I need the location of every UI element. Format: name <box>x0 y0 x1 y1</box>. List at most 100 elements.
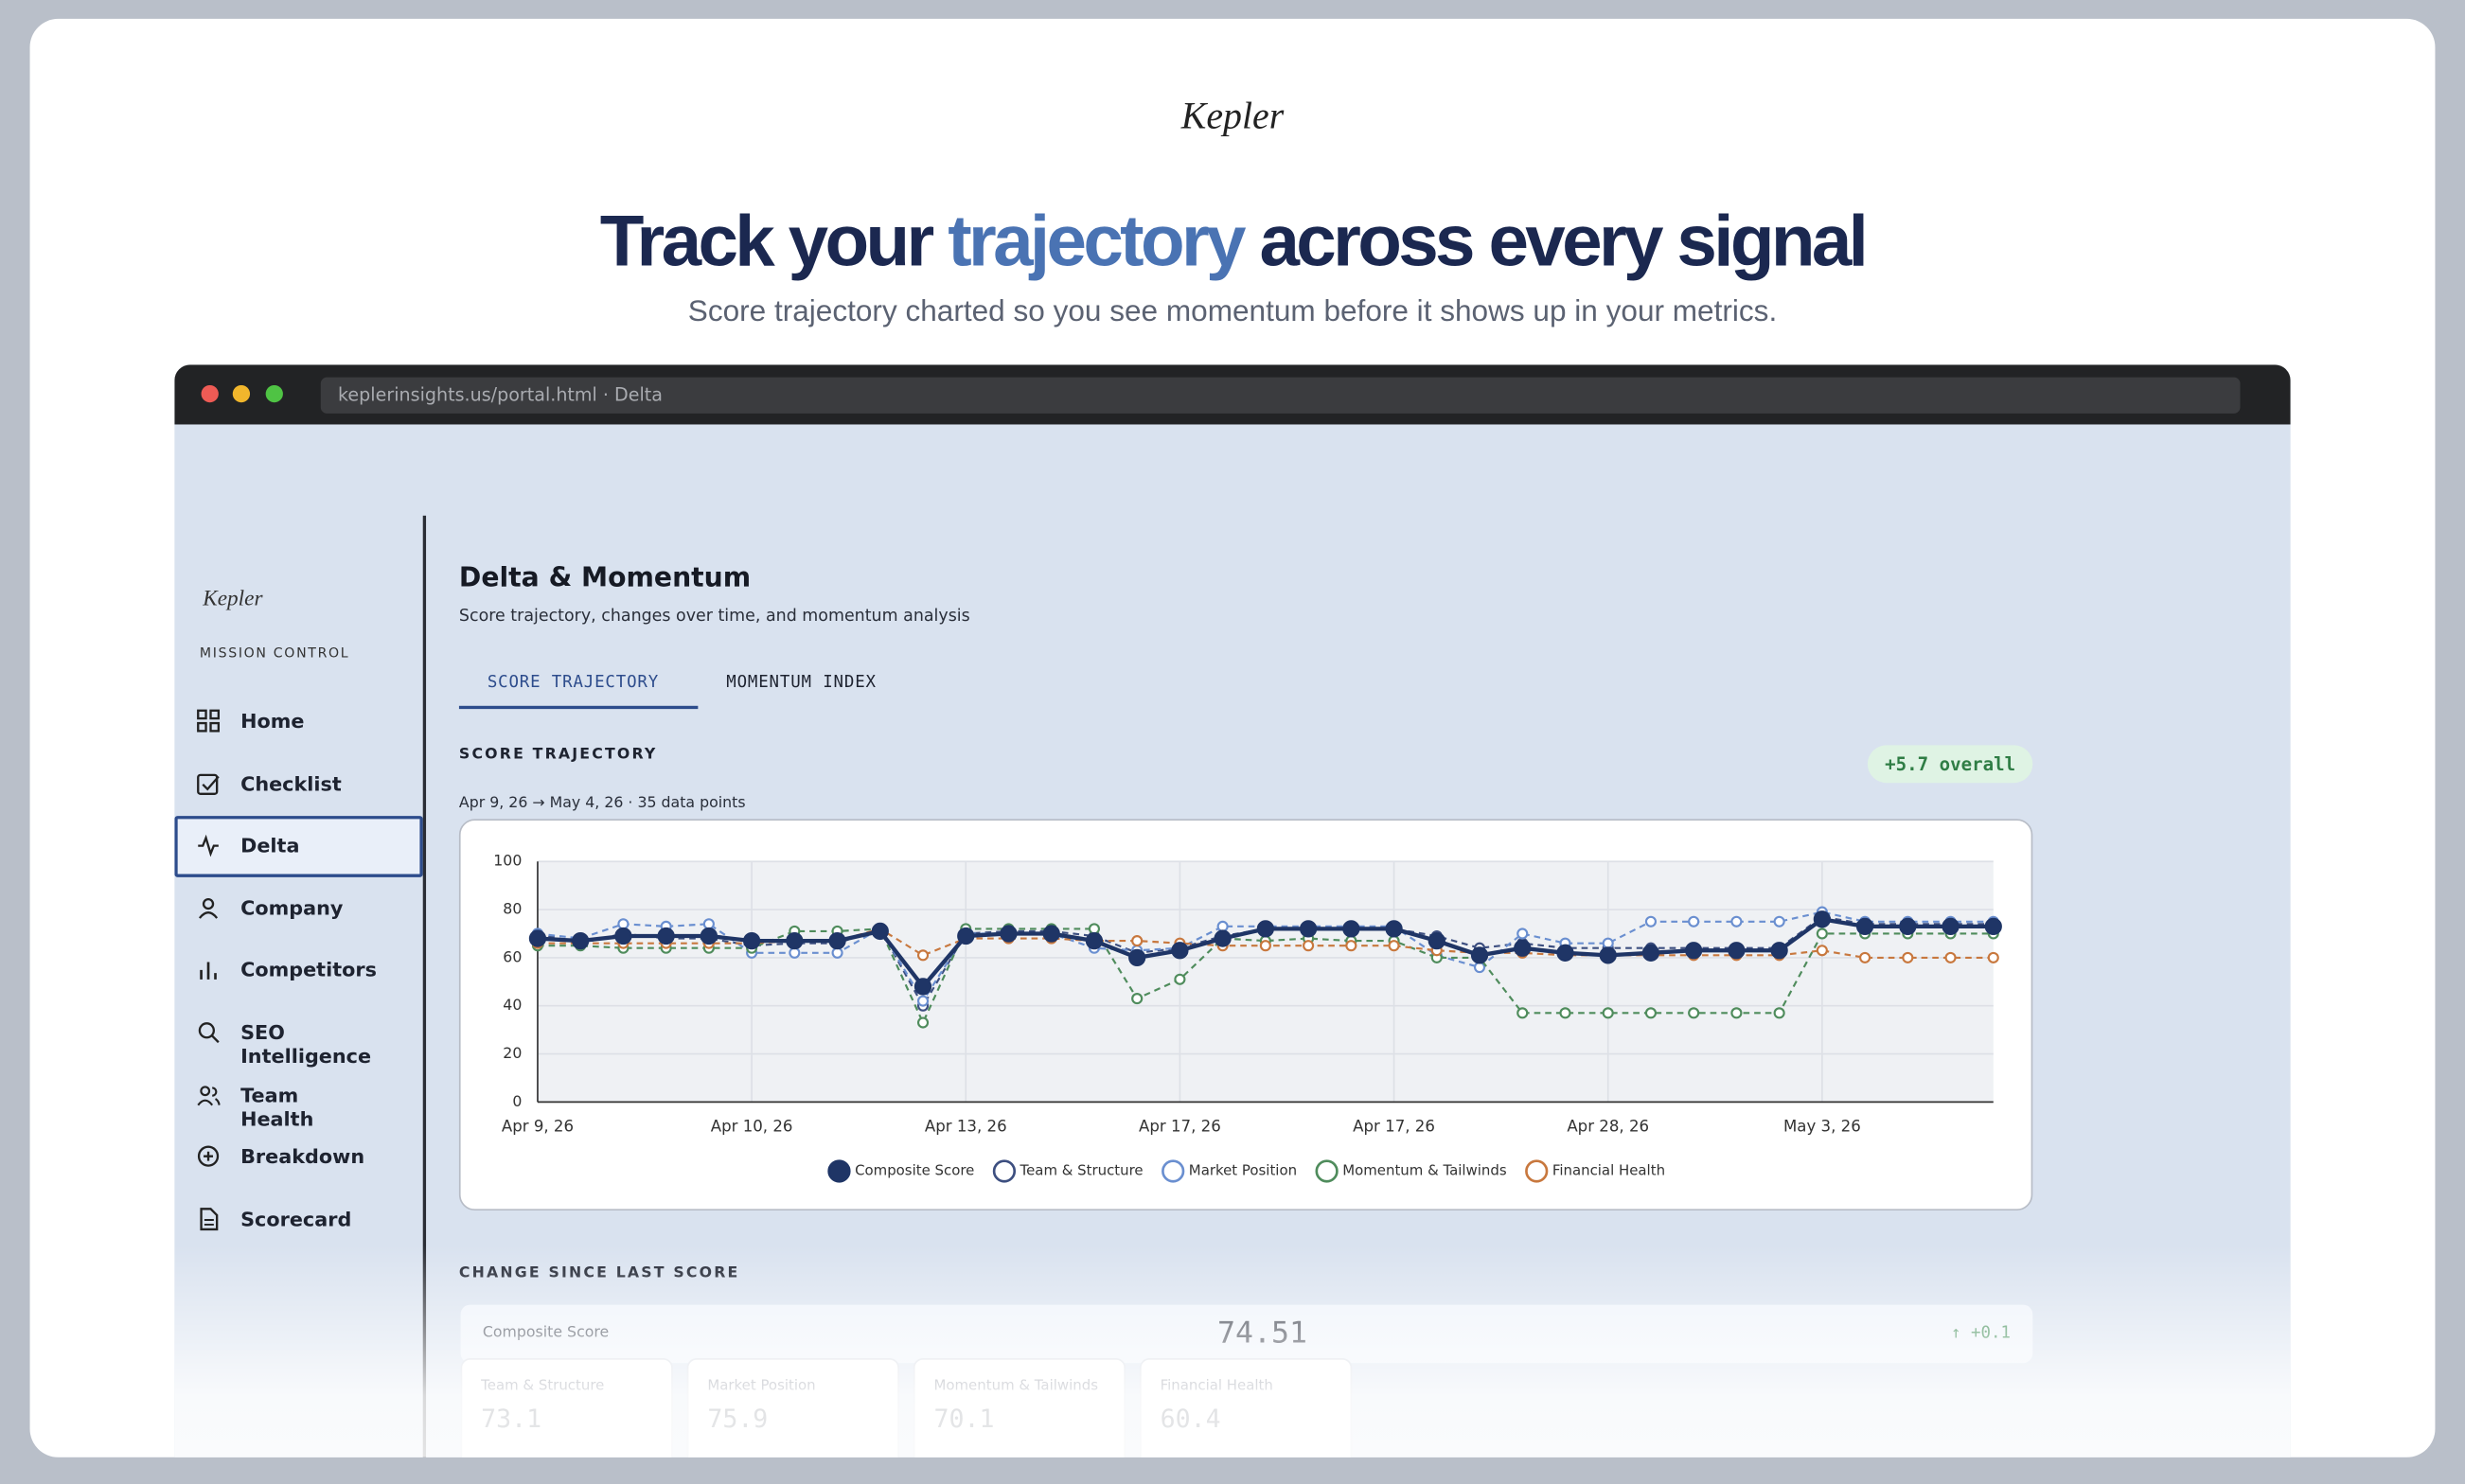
date-range: Apr 9, 26 → May 4, 26 · 35 data points <box>458 794 746 812</box>
nav-icon <box>198 897 219 919</box>
y-tick-label: 20 <box>503 1044 522 1062</box>
address-bar[interactable]: keplerinsights.us/portal.html · Delta <box>320 377 2241 414</box>
score-card-label: Momentum & Tailwinds <box>933 1378 1099 1395</box>
nav-icon <box>200 1207 219 1230</box>
data-point <box>871 922 889 941</box>
close-button[interactable] <box>201 384 219 403</box>
data-point <box>528 929 547 947</box>
data-point <box>1599 946 1617 964</box>
composite-label: Composite Score <box>482 1324 610 1342</box>
x-tick-label: Apr 9, 26 <box>502 1117 574 1135</box>
data-point <box>614 927 632 945</box>
legend-marker <box>827 1159 851 1183</box>
data-point <box>1556 944 1574 962</box>
nav-label: Checklist <box>240 770 342 795</box>
score-card-label: Team & Structure <box>481 1378 605 1395</box>
score-card: Financial Health 60.4 <box>1140 1358 1353 1458</box>
data-point <box>913 978 932 996</box>
section-title: CHANGE SINCE LAST SCORE <box>458 1264 740 1282</box>
data-point <box>1385 920 1403 938</box>
data-point <box>1000 925 1018 943</box>
nav-label: Home <box>240 709 305 733</box>
score-card-label: Financial Health <box>1160 1378 1273 1395</box>
legend-label: Market Position <box>1189 1161 1297 1178</box>
x-tick-label: Apr 10, 26 <box>711 1117 793 1135</box>
data-point <box>1730 1007 1743 1019</box>
data-point <box>1042 925 1060 943</box>
data-point <box>1688 915 1700 928</box>
page-title: Delta & Momentum <box>458 562 752 594</box>
sidebar-divider <box>422 515 427 1458</box>
legend-label: Momentum & Tailwinds <box>1342 1161 1507 1178</box>
plot-background <box>537 861 1994 1103</box>
maximize-button[interactable] <box>265 384 283 403</box>
data-point <box>1085 931 1104 950</box>
y-tick-label: 60 <box>503 947 522 965</box>
legend-label: Team & Structure <box>1020 1161 1144 1178</box>
data-point <box>1641 944 1660 962</box>
score-card-value: 70.1 <box>933 1404 995 1434</box>
data-point <box>1773 1007 1785 1019</box>
page-subtitle: Score trajectory, changes over time, and… <box>458 607 970 627</box>
data-point <box>1644 915 1658 928</box>
y-tick-label: 40 <box>503 996 522 1014</box>
legend-label: Composite Score <box>855 1161 974 1178</box>
composite-value: 74.51 <box>1217 1316 1308 1351</box>
tab[interactable]: SCORE TRAJECTORY <box>487 672 660 692</box>
data-point <box>1644 1007 1658 1019</box>
x-tick-label: Apr 17, 26 <box>1353 1117 1435 1135</box>
data-point <box>1730 915 1743 928</box>
data-point <box>957 927 975 945</box>
tab[interactable]: MOMENTUM INDEX <box>726 672 877 692</box>
data-point <box>1131 993 1144 1005</box>
legend: Composite Score Team & Structure Market Po… <box>827 1159 1665 1183</box>
data-point <box>1303 940 1315 952</box>
data-point <box>1944 951 1957 963</box>
composite-delta: ↑ +0.1 <box>1951 1323 2012 1343</box>
nav-icon <box>198 835 219 857</box>
x-tick-label: Apr 28, 26 <box>1567 1117 1649 1135</box>
data-point <box>1174 973 1186 985</box>
data-point <box>1342 920 1360 938</box>
nav-label: Delta <box>240 833 300 857</box>
data-point <box>1899 917 1917 935</box>
data-point <box>1388 940 1400 952</box>
score-card: Team & Structure 73.1 <box>460 1358 673 1458</box>
data-point <box>1773 915 1785 928</box>
data-point <box>916 949 930 962</box>
minimize-button[interactable] <box>232 384 251 403</box>
x-tick-label: Apr 17, 26 <box>1139 1117 1221 1135</box>
y-tick-label: 100 <box>493 852 522 870</box>
legend-marker <box>1162 1159 1185 1183</box>
data-point <box>1259 940 1271 952</box>
data-point <box>1559 1007 1571 1019</box>
score-card: Momentum & Tailwinds 70.1 <box>913 1358 1126 1458</box>
headline-text: across every signal <box>1259 199 1868 282</box>
nav-label: Breakdown <box>240 1144 365 1169</box>
data-point <box>1685 942 1703 960</box>
chart: 0 20 40 60 80 100 Apr 9, 26 Apr 10, 26 Apr 13, 2… <box>493 852 2002 1183</box>
sidebar-section: MISSION CONTROL <box>199 645 350 662</box>
score-card-value: 60.4 <box>1160 1404 1221 1434</box>
nav-label: Company <box>240 895 344 920</box>
data-point <box>786 931 804 950</box>
data-point <box>572 931 590 950</box>
data-point <box>1859 951 1871 963</box>
data-point <box>702 918 715 930</box>
marketing-card: Kepler Track your trajectory across ever… <box>29 18 2436 1458</box>
data-point <box>1770 942 1788 960</box>
nav-icon <box>198 1022 220 1044</box>
score-card-value: 73.1 <box>481 1404 542 1434</box>
headline-highlight: trajectory <box>948 199 1246 282</box>
data-point <box>831 946 843 959</box>
data-point <box>1299 920 1318 938</box>
nav-icon <box>197 709 221 733</box>
legend-marker <box>1525 1159 1549 1183</box>
nav-icon <box>197 1145 220 1168</box>
data-point <box>1984 917 2002 935</box>
data-point <box>1214 929 1232 947</box>
data-point <box>1855 917 1874 935</box>
brand-logo: Kepler <box>1180 97 1285 138</box>
data-point <box>1256 920 1275 938</box>
